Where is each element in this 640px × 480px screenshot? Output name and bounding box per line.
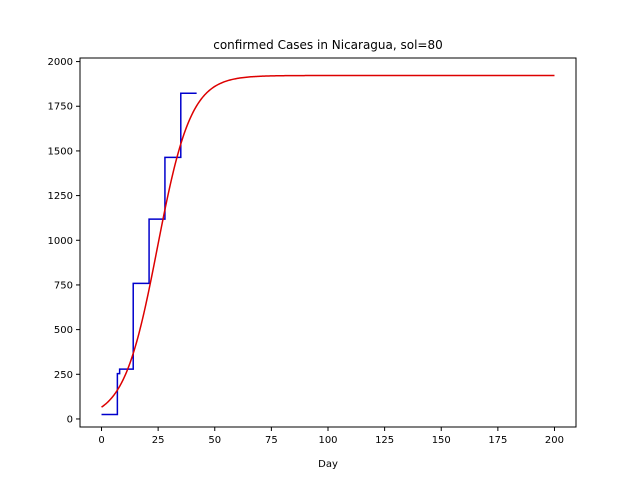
x-tick-label: 150 [432, 435, 451, 446]
x-tick-label: 25 [152, 435, 165, 446]
y-tick-label: 1250 [48, 191, 73, 202]
y-tick-label: 1750 [48, 102, 73, 113]
y-tick-label: 2000 [48, 57, 73, 68]
y-tick-label: 250 [54, 370, 73, 381]
x-tick-label: 0 [98, 435, 104, 446]
x-axis: 0 25 50 75 100 125 150 175 200 [98, 427, 564, 446]
y-tick-label: 1000 [48, 236, 73, 247]
series-line-step [101, 92, 197, 416]
x-tick-label: 200 [545, 435, 564, 446]
x-tick-label: 50 [208, 435, 221, 446]
x-axis-label: Day [318, 459, 338, 470]
y-axis: 0 250 500 750 1000 1250 1500 1750 2000 [48, 57, 80, 425]
y-tick-label: 500 [54, 325, 73, 336]
x-tick-label: 125 [375, 435, 394, 446]
series-line-logistic [101, 74, 555, 408]
y-tick-label: 750 [54, 280, 73, 291]
y-tick-label: 0 [67, 414, 73, 425]
y-tick-label: 1500 [48, 146, 73, 157]
x-tick-label: 100 [318, 435, 337, 446]
chart-title: confirmed Cases in Nicaragua, sol=80 [213, 38, 443, 52]
x-tick-label: 75 [265, 435, 278, 446]
x-tick-label: 175 [488, 435, 507, 446]
plot-area [101, 74, 555, 416]
